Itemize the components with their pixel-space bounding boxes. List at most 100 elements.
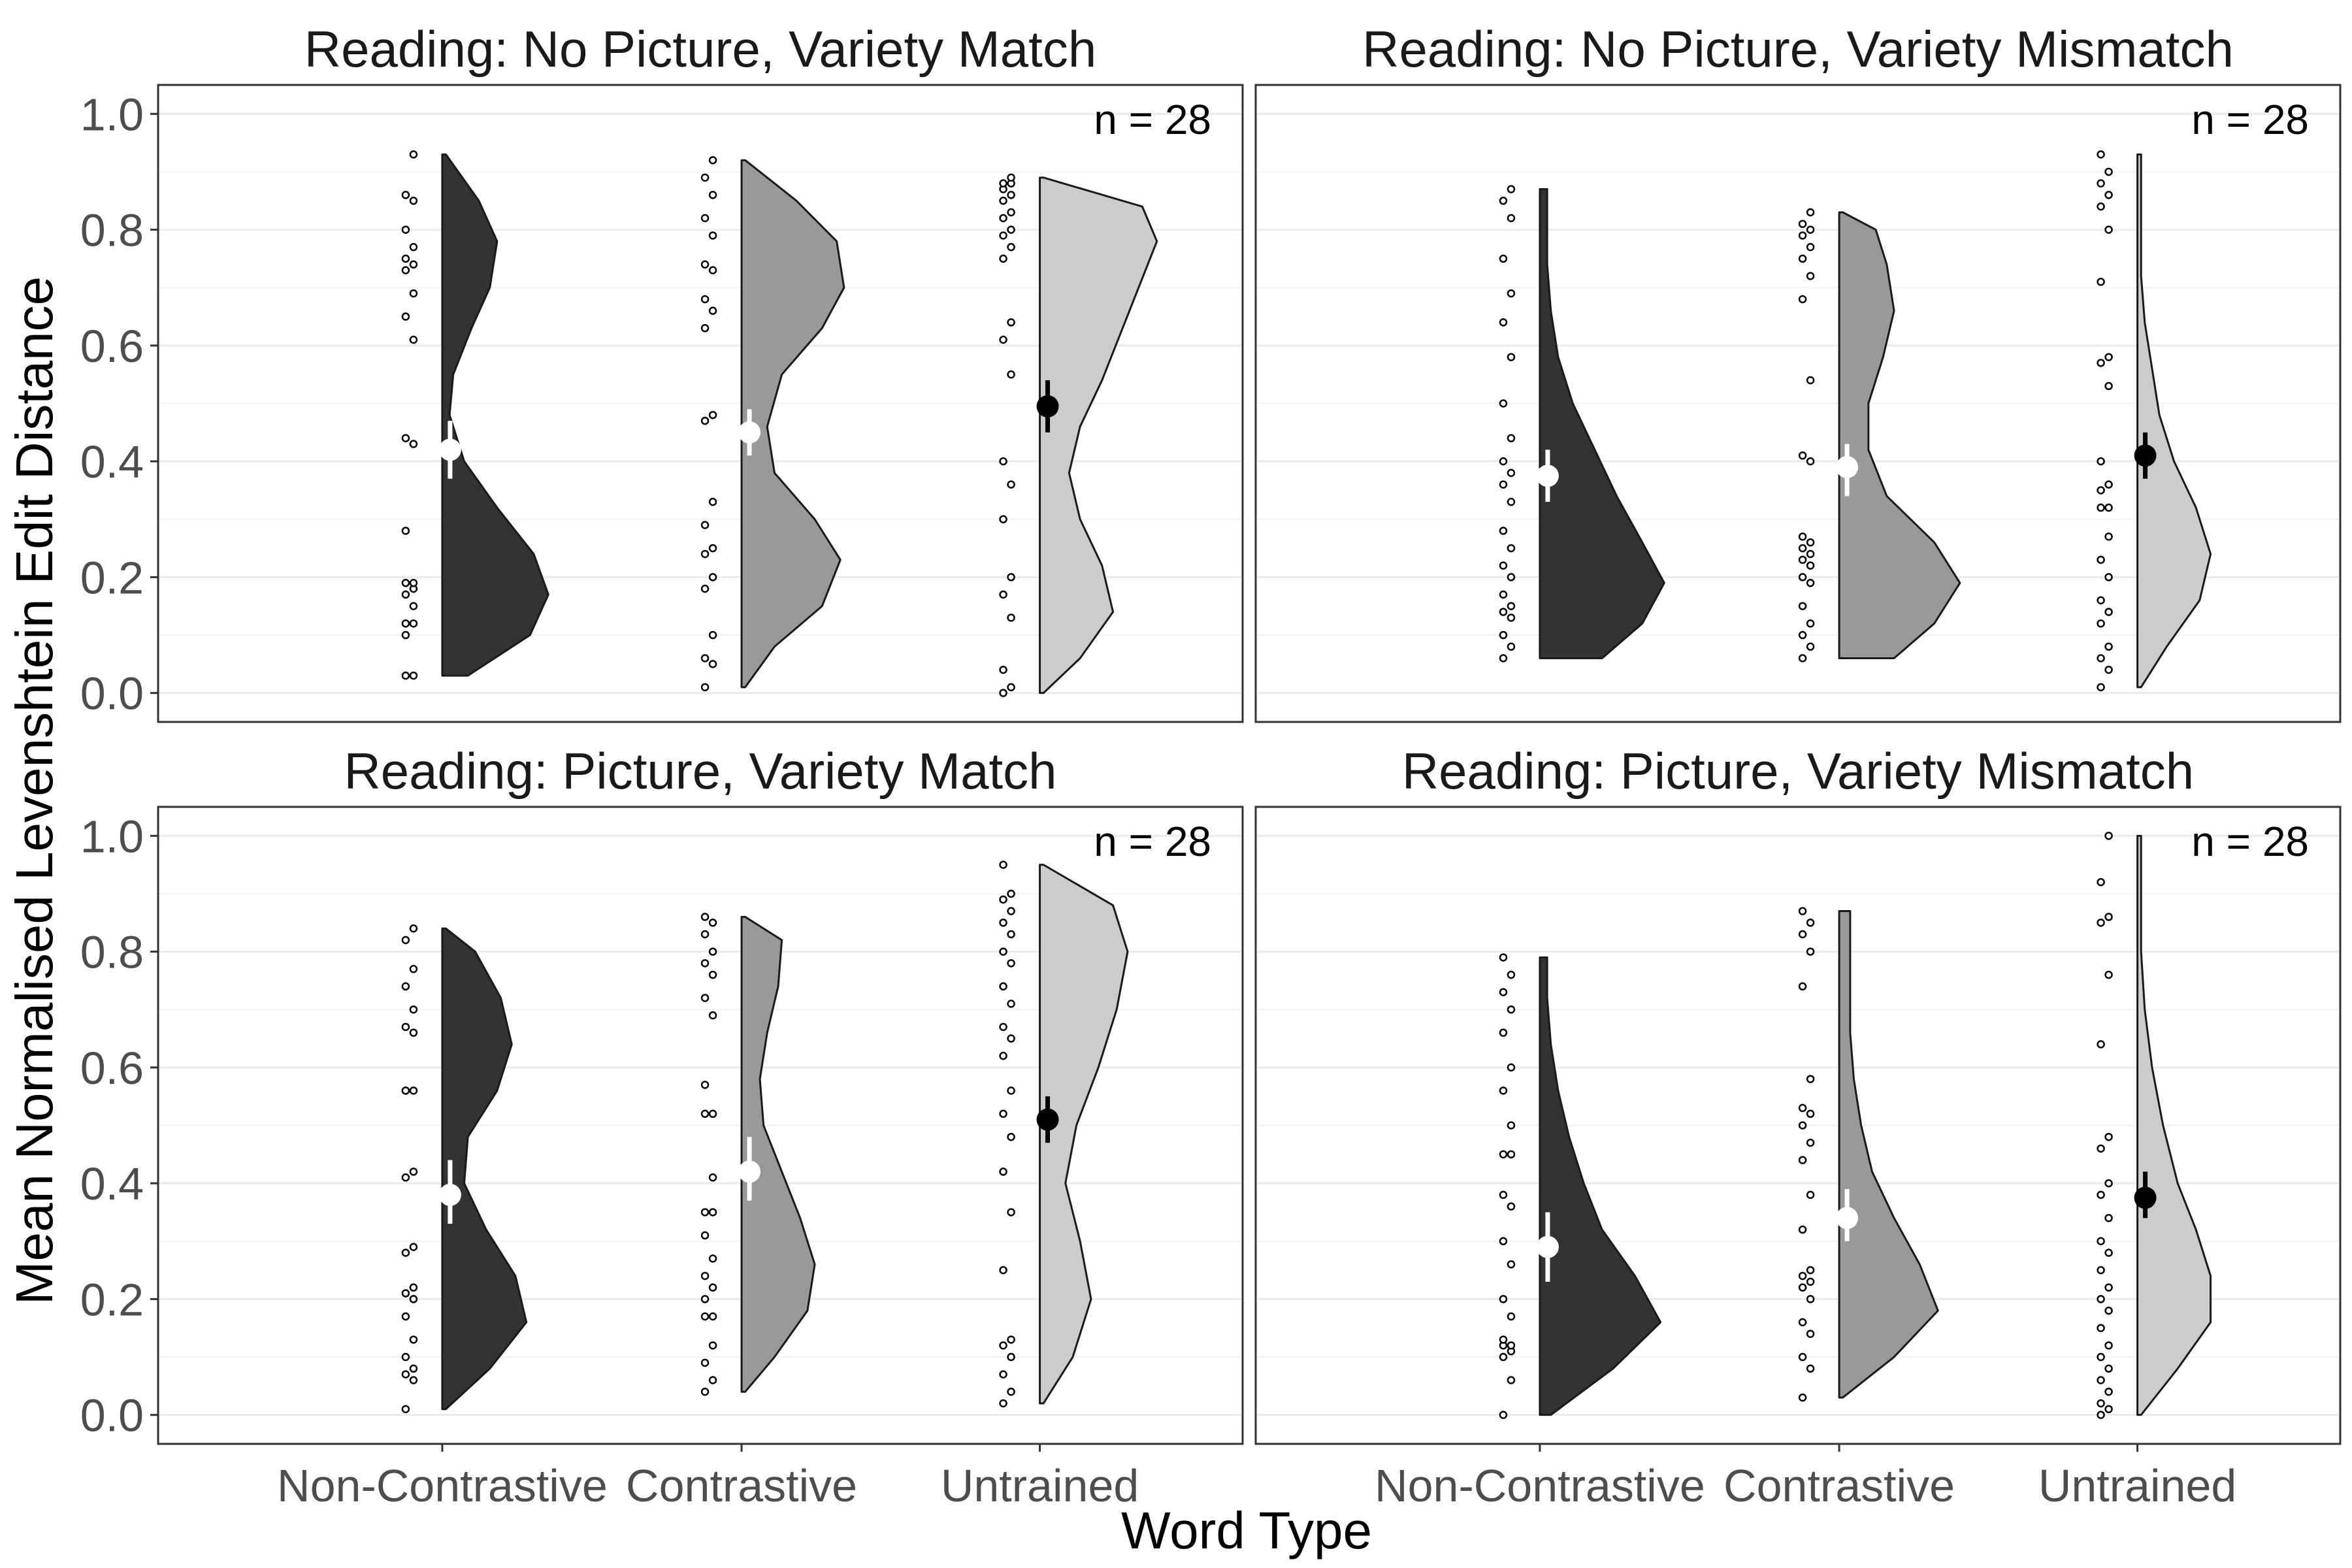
data-point — [1499, 1028, 1508, 1037]
data-point — [708, 1341, 717, 1350]
data-point — [401, 1312, 410, 1321]
data-point — [700, 173, 710, 182]
mean-point — [738, 421, 761, 444]
data-point — [1507, 1260, 1516, 1269]
data-point — [999, 1022, 1007, 1032]
data-point — [2104, 913, 2113, 921]
data-point — [1007, 191, 1015, 199]
data-point — [999, 665, 1007, 674]
data-point — [409, 1168, 418, 1176]
data-point — [2097, 1376, 2105, 1384]
data-point — [2097, 1040, 2105, 1049]
x-tick-label: Contrastive — [1723, 1460, 1955, 1511]
data-point — [1507, 1005, 1516, 1014]
group-contrastive — [700, 155, 845, 692]
data-point — [999, 590, 1007, 599]
data-point — [700, 416, 710, 425]
data-point — [1007, 1352, 1015, 1362]
data-point — [1007, 480, 1015, 489]
data-point — [401, 1022, 410, 1032]
data-point — [999, 335, 1007, 344]
data-point — [2104, 191, 2113, 199]
mean-point — [2134, 1186, 2157, 1209]
data-point — [401, 1173, 410, 1182]
mean-point — [438, 438, 461, 461]
data-point — [401, 225, 410, 234]
data-point — [2097, 619, 2105, 628]
data-point — [999, 689, 1007, 697]
data-point — [2097, 1237, 2105, 1246]
data-point — [1499, 1352, 1508, 1362]
data-point — [1798, 451, 1807, 460]
panel-title: Reading: No Picture, Variety Match — [304, 20, 1096, 78]
data-point — [2097, 555, 2105, 564]
data-point — [1806, 561, 1815, 570]
data-point — [1798, 930, 1807, 939]
x-tick-label: Untrained — [2038, 1460, 2237, 1511]
data-point — [700, 1312, 710, 1321]
y-tick-label: 1.0 — [80, 89, 144, 140]
data-point — [1798, 544, 1807, 553]
data-point — [1499, 399, 1508, 408]
data-point — [708, 1254, 717, 1263]
data-point — [2104, 480, 2113, 489]
data-point — [1499, 254, 1508, 263]
x-tick-label: Contrastive — [626, 1460, 857, 1511]
y-tick-label: 0.2 — [80, 552, 144, 603]
data-point — [1806, 1330, 1815, 1338]
data-point — [2097, 457, 2105, 466]
data-point — [2104, 225, 2113, 234]
data-point — [1499, 953, 1508, 962]
data-point — [409, 579, 418, 587]
data-point — [2097, 1144, 2105, 1153]
panel-border — [157, 84, 1244, 723]
data-point — [409, 1086, 418, 1095]
data-point — [2097, 596, 2105, 605]
density-shape — [441, 927, 528, 1411]
data-point — [708, 660, 717, 668]
data-point — [409, 440, 418, 448]
data-point — [708, 573, 717, 581]
data-point — [1798, 1225, 1807, 1234]
data-point — [401, 590, 410, 599]
data-point — [999, 254, 1007, 263]
data-point — [1806, 1138, 1815, 1147]
data-point — [708, 497, 717, 506]
data-point — [2104, 1179, 2113, 1188]
data-point — [2097, 359, 2105, 367]
data-point — [2104, 1249, 2113, 1257]
data-point — [409, 1005, 418, 1014]
y-tick-label: 0.8 — [80, 205, 144, 256]
data-point — [2097, 1324, 2105, 1332]
data-point — [2097, 654, 2105, 662]
data-point — [1007, 930, 1015, 939]
data-point — [1507, 1312, 1516, 1321]
data-point — [999, 515, 1007, 524]
x-tick-label: Non-Contrastive — [1375, 1460, 1705, 1511]
data-point — [1507, 1063, 1516, 1072]
data-point — [1798, 295, 1807, 304]
data-point — [2097, 150, 2105, 159]
group-non-contrastive — [1499, 185, 1665, 662]
data-point — [999, 457, 1007, 466]
data-point — [708, 155, 717, 165]
data-point — [1499, 1295, 1508, 1303]
data-point — [700, 930, 710, 939]
data-point — [2097, 1399, 2105, 1408]
data-point — [1499, 590, 1508, 599]
panel-title: Reading: No Picture, Variety Mismatch — [1362, 20, 2234, 78]
data-point — [708, 947, 717, 956]
data-point — [409, 1376, 418, 1384]
y-tick-label: 0.6 — [80, 1043, 144, 1094]
data-point — [1007, 1086, 1015, 1095]
data-point — [708, 1208, 717, 1217]
data-point — [700, 1387, 710, 1396]
data-point — [700, 1358, 710, 1367]
data-point — [999, 197, 1007, 205]
data-point — [708, 1011, 717, 1020]
data-point — [1798, 907, 1807, 915]
panel-border — [157, 806, 1244, 1445]
data-point — [1806, 1266, 1815, 1275]
data-point — [1507, 970, 1516, 979]
data-point — [2097, 877, 2105, 887]
